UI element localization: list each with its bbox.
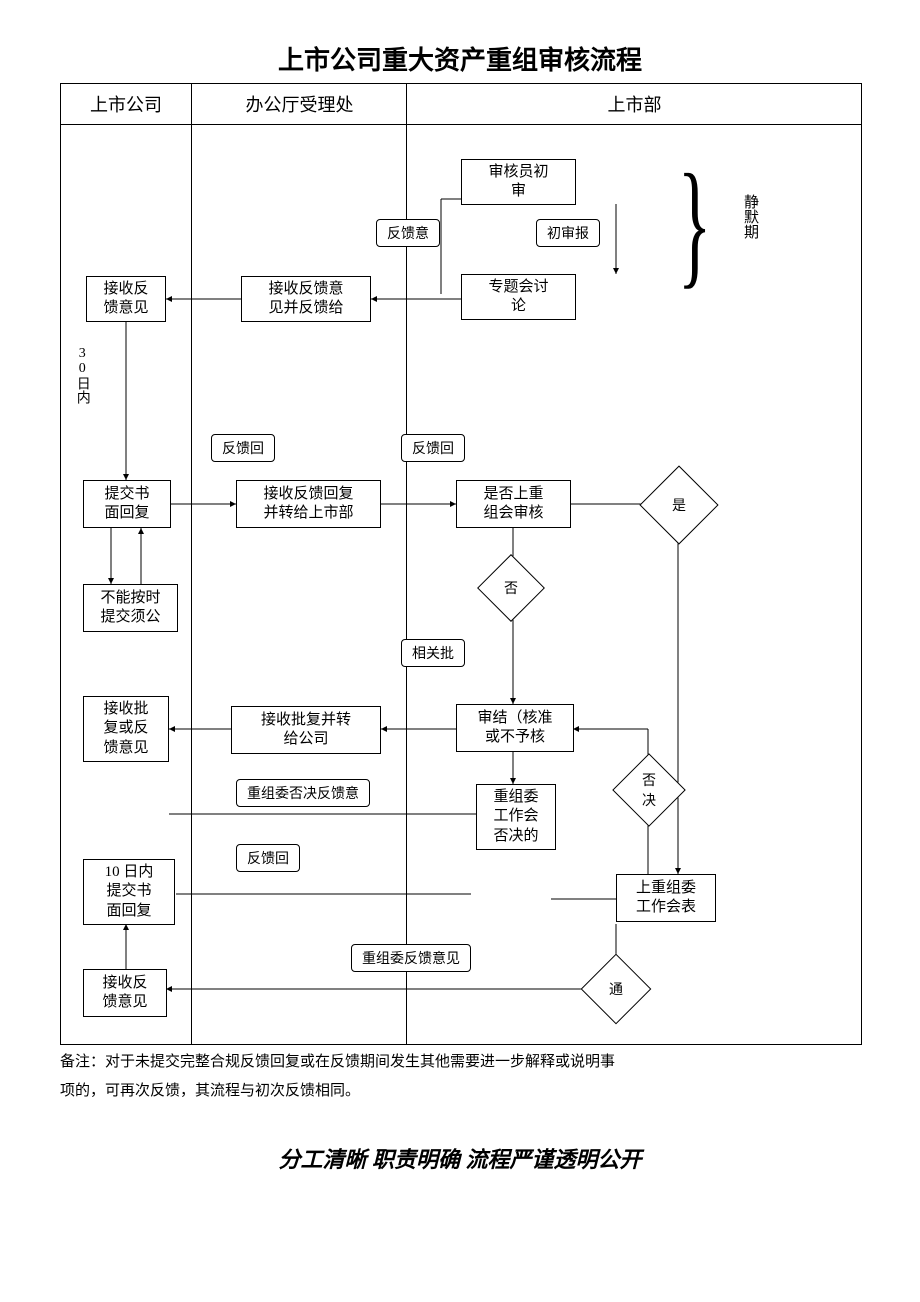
node-reorg-reject: 重组委工作会否决的 [476, 784, 556, 850]
flag-reorg-feedback: 重组委反馈意见 [351, 944, 471, 972]
flag-feedback-reply-3: 反馈回 [236, 844, 300, 872]
node-forward-reply: 接收反馈回复并转给上市部 [236, 480, 381, 528]
footnote-line1: 备注：对于未提交完整合规反馈回复或在反馈期间发生其他需要进一步解释或说明事 [60, 1051, 860, 1074]
node-forward-approval: 接收批复并转给公司 [231, 706, 381, 754]
flag-initial-report: 初审报 [536, 219, 600, 247]
diamond-yes: 是 [639, 465, 718, 544]
node-receive-feedback-2: 接收反馈意见 [83, 969, 167, 1017]
footnote-line2: 项的，可再次反馈，其流程与初次反馈相同。 [60, 1080, 860, 1103]
node-initial-review: 审核员初审 [461, 159, 576, 205]
node-cannot-submit: 不能按时提交须公 [83, 584, 178, 632]
diamond-reject: 否决 [612, 753, 686, 827]
label-30-days: 30日内 [73, 346, 90, 404]
flag-feedback-opinion: 反馈意 [376, 219, 440, 247]
lane-header-listing: 上市部 [406, 84, 862, 125]
node-reorg-meeting: 上重组委工作会表 [616, 874, 716, 922]
label-silent-period: 静默期 [741, 194, 759, 239]
flag-feedback-reply-1: 反馈回 [211, 434, 275, 462]
flag-feedback-reply-2: 反馈回 [401, 434, 465, 462]
lane-divider-1 [191, 124, 192, 1044]
flowchart-canvas: 上市公司 办公厅受理处 上市部 [60, 83, 862, 1045]
node-topic-meeting: 专题会讨论 [461, 274, 576, 320]
slogan-text: 分工清晰 职责明确 流程严谨透明公开 [60, 1142, 860, 1174]
node-10day-reply: 10 日内提交书面回复 [83, 859, 175, 925]
brace-silent: } [678, 154, 712, 294]
flag-reorg-reject-feedback: 重组委否决反馈意 [236, 779, 370, 807]
lane-divider-2 [406, 124, 407, 1044]
node-decision-reorg: 是否上重组会审核 [456, 480, 571, 528]
diamond-pass: 通 [581, 954, 652, 1025]
flag-related-approval: 相关批 [401, 639, 465, 667]
node-final-approval: 审结（核准或不予核 [456, 704, 574, 752]
node-receive-approval: 接收批复或反馈意见 [83, 696, 169, 762]
node-receive-feedback-office: 接收反馈意见并反馈给 [241, 276, 371, 322]
page-title: 上市公司重大资产重组审核流程 [60, 40, 860, 77]
lane-header-company: 上市公司 [61, 84, 191, 125]
node-receive-feedback-company: 接收反馈意见 [86, 276, 166, 322]
lane-header-office: 办公厅受理处 [191, 84, 407, 125]
diamond-no: 否 [477, 554, 545, 622]
node-submit-reply: 提交书面回复 [83, 480, 171, 528]
